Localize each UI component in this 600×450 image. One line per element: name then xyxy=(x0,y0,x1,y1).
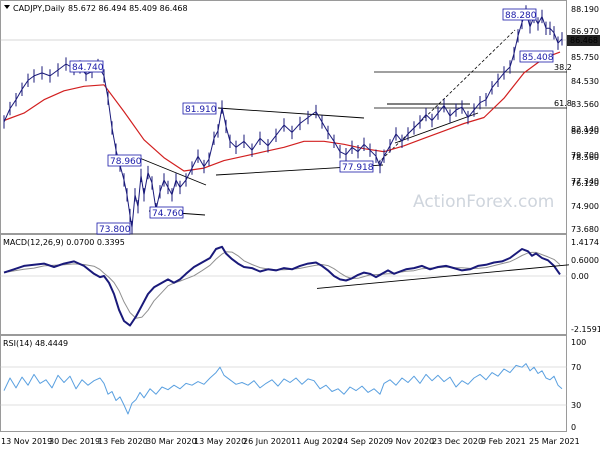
annotation-text: 85.408 xyxy=(522,53,554,63)
annotation-77918: 77.918 xyxy=(339,160,374,173)
rsi-tick: 100 xyxy=(571,338,586,347)
dropdown-triangle-icon[interactable] xyxy=(4,5,10,9)
price-line xyxy=(3,11,563,228)
symbol-label: CADJPY,Daily xyxy=(13,4,65,13)
price-tick: 83.560 xyxy=(571,100,599,109)
dashed-projection-line xyxy=(377,29,516,164)
rsi-tick: 30 xyxy=(571,401,581,410)
x-tick: 30 Dec 2019 xyxy=(49,437,100,446)
x-tick: 23 Dec 2020 xyxy=(432,437,483,446)
price-tick: 82.140 xyxy=(571,125,599,134)
annotation-box xyxy=(96,222,131,235)
annotation-box xyxy=(149,206,184,219)
macd-y-axis: 1.4174 0.6000 0.00 -2.1591 xyxy=(571,238,600,334)
current-price-box xyxy=(567,35,600,46)
channel-bottom-line xyxy=(394,112,479,144)
wedge-upper-line xyxy=(136,156,207,186)
price-y-axis: 88.190 86.970 85.750 84.530 83.560 82.14… xyxy=(571,5,599,234)
x-tick: 30 Mar 2020 xyxy=(146,437,197,446)
price-header: CADJPY,Daily 85.672 86.494 85.409 86.468 xyxy=(4,4,188,13)
ohlc-label: 85.672 86.494 85.409 86.468 xyxy=(68,4,188,13)
price-layer xyxy=(3,5,563,235)
annotation-73800: 73.800 xyxy=(96,222,131,235)
macd-tick: -2.1591 xyxy=(571,325,600,334)
ema-layer xyxy=(3,51,561,172)
annotation-84740: 84.740 xyxy=(69,60,104,73)
annotation-text: 88.280 xyxy=(505,11,537,21)
price-panel-frame xyxy=(0,0,567,234)
x-tick: 24 Sep 2020 xyxy=(338,437,389,446)
price-tick: 78.560 xyxy=(571,153,599,162)
price-tick: 88.190 xyxy=(571,5,599,14)
annotation-text: 73.800 xyxy=(99,225,131,235)
x-tick: 25 Mar 2021 xyxy=(529,437,580,446)
rsi-tick: 70 xyxy=(571,363,581,372)
annotation-81910: 81.910 xyxy=(182,102,217,115)
ema-line xyxy=(3,51,561,172)
x-tick: 9 Nov 2020 xyxy=(388,437,434,446)
annotation-box xyxy=(339,160,374,173)
rsi-header: RSI(14) 48.4449 xyxy=(3,339,68,348)
macd-panel-frame xyxy=(0,234,567,335)
macd-trendline xyxy=(316,264,570,289)
macd-tick: 0.6000 xyxy=(571,256,599,265)
macd-tick: 0.00 xyxy=(571,272,589,281)
annotation-78960: 78.960 xyxy=(107,154,142,167)
rsi-line xyxy=(3,363,563,415)
current-price-label: 86.468 xyxy=(570,36,598,45)
annotation-text: 74.760 xyxy=(152,209,184,219)
x-tick: 13 Nov 2019 xyxy=(1,437,52,446)
macd-layer xyxy=(3,245,570,327)
annotation-74760: 74.760 xyxy=(149,206,184,219)
triangle-upper-line xyxy=(217,107,365,119)
macd-header: MACD(12,26,9) 0.0700 0.3395 xyxy=(3,238,125,247)
annotation-text: 81.910 xyxy=(185,105,217,115)
x-axis: 13 Nov 2019 30 Dec 2019 13 Feb 2020 30 M… xyxy=(1,437,580,446)
rsi-layer xyxy=(3,363,563,415)
annotation-box xyxy=(502,8,537,21)
x-tick: 9 Feb 2021 xyxy=(481,437,526,446)
x-tick: 13 Feb 2020 xyxy=(98,437,148,446)
annotation-box xyxy=(107,154,142,167)
price-tick: 86.970 xyxy=(571,27,599,36)
fib-38-label: 38.2 xyxy=(554,63,572,72)
watermark: ActionForex.com xyxy=(413,192,554,212)
annotation-text: 77.918 xyxy=(342,163,374,173)
annotation-85408: 85.408 xyxy=(519,50,554,63)
x-tick: 11 Aug 2020 xyxy=(291,437,342,446)
x-tick: 26 Jun 2020 xyxy=(243,437,291,446)
rsi-panel-frame xyxy=(0,335,567,432)
annotation-box xyxy=(182,102,217,115)
x-tick: 13 May 2020 xyxy=(194,437,246,446)
annotation-88280: 88.280 xyxy=(502,8,537,21)
price-tick: 73.680 xyxy=(571,225,599,234)
rsi-y-axis: 100 70 30 0 xyxy=(571,338,586,432)
annotation-box xyxy=(519,50,554,63)
price-tick: 79.700 xyxy=(571,151,599,160)
fib-61-label: 61.8 xyxy=(554,99,572,108)
price-tick: 77.340 xyxy=(571,177,599,186)
price-tick: 74.900 xyxy=(571,202,599,211)
macd-line xyxy=(3,245,561,327)
macd-tick: 1.4174 xyxy=(571,238,599,247)
annotation-box xyxy=(69,60,104,73)
annotation-text: 84.740 xyxy=(72,63,104,73)
price-tick: 84.530 xyxy=(571,77,599,86)
price-tick: 85.750 xyxy=(571,53,599,62)
price-tick: 76.120 xyxy=(571,179,599,188)
price-tick: 80.920 xyxy=(571,127,599,136)
rsi-tick: 0 xyxy=(571,423,576,432)
annotation-text: 78.960 xyxy=(110,157,142,167)
